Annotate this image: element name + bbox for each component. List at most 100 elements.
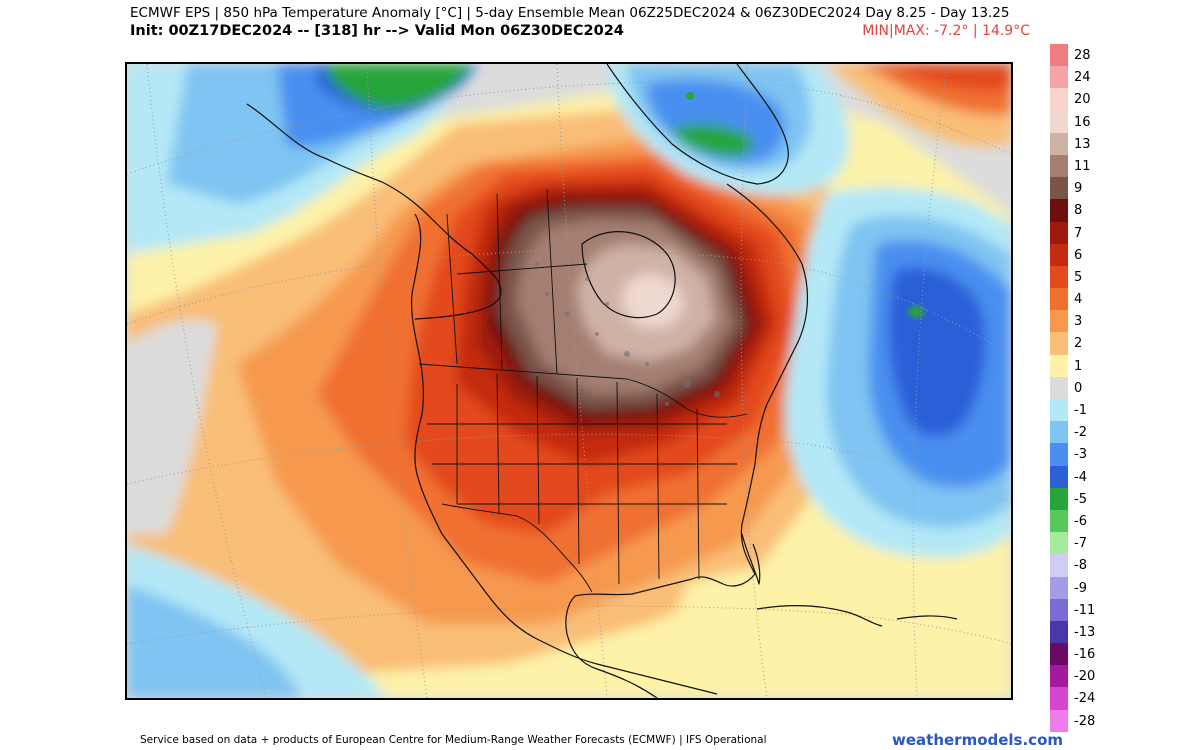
- legend-label: -11: [1074, 602, 1096, 618]
- legend-swatch: [1050, 465, 1068, 488]
- legend-label: -6: [1074, 513, 1087, 529]
- graticule: [127, 64, 1011, 698]
- legend-row: -9: [1050, 576, 1130, 599]
- legend-label: -5: [1074, 491, 1087, 507]
- cold-alaska-5: [327, 64, 472, 109]
- neutral-pacific-w: [127, 320, 217, 534]
- legend-label: -9: [1074, 580, 1087, 596]
- legend-swatch: [1050, 110, 1068, 133]
- legend-label: -8: [1074, 558, 1087, 574]
- legend-swatch: [1050, 598, 1068, 621]
- legend-swatch: [1050, 421, 1068, 444]
- warm-core-16: [622, 273, 685, 328]
- legend-swatch: [1050, 177, 1068, 200]
- legend-row: -4: [1050, 465, 1130, 488]
- legend-swatch: [1050, 88, 1068, 111]
- legend-row: 1: [1050, 354, 1130, 377]
- legend-swatch: [1050, 154, 1068, 178]
- legend-row: -20: [1050, 665, 1130, 688]
- legend-label: 4: [1074, 292, 1083, 308]
- legend-swatch: [1050, 354, 1068, 377]
- legend-label: -4: [1074, 469, 1087, 485]
- legend-label: 2: [1074, 336, 1083, 352]
- legend-row: 8: [1050, 199, 1130, 222]
- legend-label: -7: [1074, 536, 1087, 552]
- legend-swatch: [1050, 66, 1068, 89]
- legend-row: 28: [1050, 44, 1130, 67]
- lakes: [520, 262, 720, 406]
- anomaly-shading: [127, 64, 1011, 698]
- legend-label: 3: [1074, 314, 1083, 330]
- anomaly-map: [125, 62, 1013, 700]
- legend-row: -24: [1050, 687, 1130, 710]
- legend-swatch: [1050, 376, 1068, 399]
- legend-row: 0: [1050, 376, 1130, 399]
- legend-swatch: [1050, 509, 1068, 533]
- greenland-min-spot: [686, 92, 694, 100]
- legend-swatch: [1050, 221, 1068, 244]
- legend-row: -28: [1050, 709, 1130, 732]
- legend-row: 24: [1050, 66, 1130, 89]
- legend-row: 3: [1050, 310, 1130, 333]
- map-title: ECMWF EPS | 850 hPa Temperature Anomaly …: [130, 5, 1010, 21]
- atlantic-min-spot: [908, 306, 924, 318]
- legend-row: -2: [1050, 421, 1130, 444]
- legend-swatch: [1050, 487, 1068, 510]
- legend-swatch: [1050, 576, 1068, 599]
- legend-swatch: [1050, 643, 1068, 666]
- legend-label: -24: [1074, 691, 1096, 707]
- coastlines: [246, 64, 958, 698]
- legend-row: -8: [1050, 554, 1130, 577]
- legend-label: -28: [1074, 713, 1096, 729]
- legend-row: 7: [1050, 221, 1130, 244]
- init-valid-line: Init: 00Z17DEC2024 -- [318] hr --> Valid…: [130, 23, 624, 39]
- legend-swatch: [1050, 265, 1068, 289]
- legend-label: 20: [1074, 92, 1091, 108]
- legend-label: 8: [1074, 203, 1083, 219]
- legend-label: -1: [1074, 403, 1087, 418]
- legend-swatch: [1050, 132, 1068, 155]
- legend-label: -3: [1074, 447, 1087, 463]
- legend-swatch: [1050, 443, 1068, 466]
- legend-row: -13: [1050, 620, 1130, 644]
- site-link[interactable]: weathermodels.com: [892, 731, 1064, 749]
- legend-label: 9: [1074, 181, 1083, 197]
- legend-row: 4: [1050, 288, 1130, 311]
- legend-swatch: [1050, 243, 1068, 266]
- legend-row: -1: [1050, 399, 1130, 422]
- legend-row: -16: [1050, 643, 1130, 666]
- credit-footer: Service based on data + products of Euro…: [140, 734, 767, 746]
- legend-swatch: [1050, 687, 1068, 710]
- legend-label: -13: [1074, 624, 1096, 640]
- legend-label: 28: [1074, 48, 1091, 63]
- legend-label: -20: [1074, 669, 1096, 685]
- warm-tropics: [647, 560, 1011, 698]
- color-scale-legend: 28 24 20 16 13 11 9 8 7 6 5 4 3 2 1 0 -1 -2 -3 -4 -5 -6 -7 -8 -9…: [1050, 44, 1130, 732]
- legend-row: 13: [1050, 132, 1130, 155]
- legend-row: 2: [1050, 332, 1130, 355]
- legend-swatch: [1050, 310, 1068, 333]
- legend-swatch: [1050, 44, 1068, 67]
- legend-swatch: [1050, 399, 1068, 422]
- min-max-readout: MIN|MAX: -7.2° | 14.9°C: [862, 23, 1030, 39]
- legend-swatch: [1050, 620, 1068, 644]
- legend-label: 16: [1074, 114, 1091, 130]
- legend-swatch: [1050, 665, 1068, 688]
- political-borders: [418, 188, 748, 593]
- legend-swatch: [1050, 554, 1068, 577]
- legend-label: -16: [1074, 647, 1096, 663]
- legend-row: -6: [1050, 509, 1130, 533]
- legend-label: -2: [1074, 425, 1087, 441]
- legend-row: 20: [1050, 88, 1130, 111]
- legend-row: -11: [1050, 598, 1130, 621]
- legend-row: 16: [1050, 110, 1130, 133]
- legend-label: 7: [1074, 225, 1083, 241]
- legend-swatch: [1050, 332, 1068, 355]
- legend-swatch: [1050, 199, 1068, 222]
- legend-label: 6: [1074, 247, 1083, 263]
- legend-row: -5: [1050, 487, 1130, 510]
- legend-label: 0: [1074, 380, 1083, 396]
- legend-row: 11: [1050, 154, 1130, 178]
- legend-row: -7: [1050, 532, 1130, 555]
- cold-greenland-4: [672, 124, 753, 157]
